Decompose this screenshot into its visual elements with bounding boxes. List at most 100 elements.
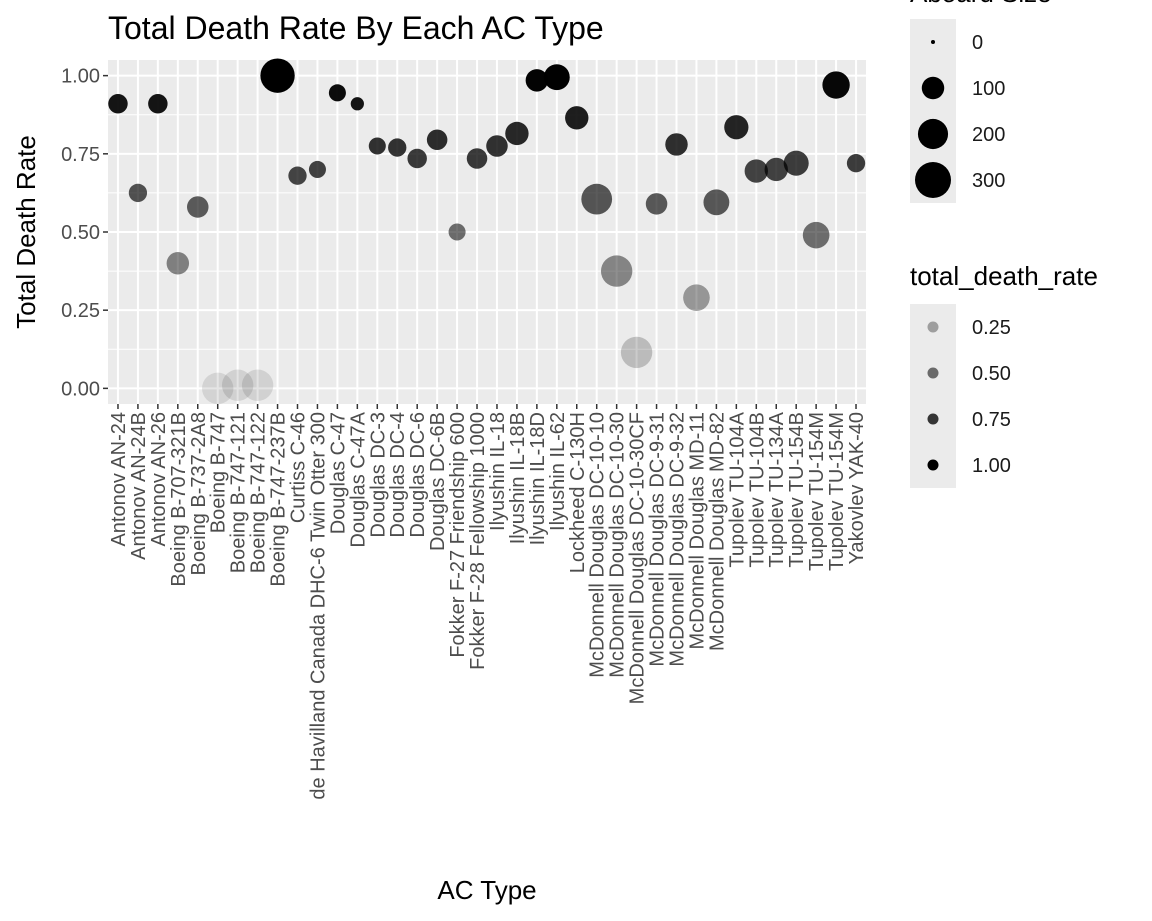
- y-tick-label: 0.75: [61, 144, 100, 166]
- data-point: [368, 137, 386, 155]
- data-point: [388, 138, 407, 157]
- data-point: [620, 336, 653, 369]
- x-tick-label: Tupolev TU-154M: [806, 412, 828, 571]
- x-tick-label: Boeing B-707-321B: [168, 412, 190, 587]
- x-tick-label: Tupolev TU-104A: [726, 411, 748, 567]
- y-tick-label: 0.00: [61, 378, 100, 400]
- x-tick-label: McDonnell Douglas DC-10-30CF: [627, 412, 649, 704]
- x-tick-label: Douglas DC-6: [407, 412, 429, 538]
- y-axis-title: Total Death Rate: [11, 135, 41, 329]
- x-tick-label: Antonov AN-24: [108, 412, 130, 547]
- data-point: [186, 196, 209, 218]
- x-tick-label: McDonnell Douglas DC-9-32: [667, 412, 689, 667]
- x-tick-label: McDonnell Douglas MD-11: [686, 412, 708, 650]
- x-tick-label: Douglas DC-6B: [427, 412, 449, 551]
- data-point: [148, 94, 168, 114]
- legend-alpha-key: [927, 413, 939, 425]
- x-tick-label: Yakovlev YAK-40: [846, 412, 868, 564]
- data-point: [543, 64, 570, 91]
- data-point: [448, 223, 466, 241]
- y-axis-ticks: 0.00 0.25 0.50 0.75 1.00: [61, 66, 108, 400]
- y-tick-label: 1.00: [61, 66, 100, 88]
- data-point: [846, 154, 866, 173]
- x-tick-label: Boeing B-747: [208, 412, 230, 533]
- data-point: [166, 252, 190, 275]
- chart-title: Total Death Rate By Each AC Type: [108, 10, 604, 46]
- x-tick-label: Boeing B-747-121: [228, 412, 250, 573]
- legend-size-label: 300: [972, 170, 1005, 192]
- x-tick-label: Boeing B-747-237B: [268, 412, 290, 587]
- x-tick-label: Douglas DC-4: [387, 412, 409, 538]
- legend-size-key: [931, 40, 935, 44]
- data-point: [328, 84, 346, 102]
- x-tick-label: de Havilland Canada DHC-6 Twin Otter 300: [307, 412, 329, 800]
- x-axis-title: AC Type: [437, 875, 536, 905]
- legend-total-death-rate: total_death_rate 0.25 0.50 0.75 1.00: [910, 261, 1098, 488]
- legend-alpha-label: 0.25: [972, 317, 1011, 339]
- legend-size-label: 200: [972, 124, 1005, 146]
- data-point: [525, 69, 549, 92]
- x-tick-label: Boeing B-747-122: [248, 412, 270, 573]
- data-point: [260, 58, 295, 93]
- legend-title: total_death_rate: [910, 261, 1098, 291]
- x-tick-label: Fokker F-27 Friendship 600: [447, 412, 469, 658]
- data-point: [505, 121, 529, 146]
- data-point: [703, 189, 730, 216]
- data-point: [645, 193, 668, 215]
- legend-alpha-label: 0.75: [972, 409, 1011, 431]
- x-tick-label: McDonnell Douglas MD-82: [706, 412, 728, 651]
- data-point: [407, 148, 427, 169]
- legend-title: Aboard Size: [910, 0, 1052, 8]
- data-point: [600, 255, 633, 287]
- data-point: [426, 129, 448, 151]
- data-point: [486, 135, 508, 157]
- data-point: [128, 183, 148, 203]
- y-tick-label: 0.50: [61, 222, 100, 244]
- x-tick-label: Douglas DC-3: [367, 412, 389, 538]
- x-tick-label: Ilyushin IL-18D: [527, 412, 549, 545]
- data-point: [221, 369, 254, 401]
- x-tick-label: Antonov AN-26: [148, 412, 170, 547]
- x-tick-label: Ilyushin IL-18: [487, 412, 509, 531]
- x-tick-label: Ilyushin IL-62: [547, 412, 569, 531]
- legend-alpha-key: [927, 459, 939, 471]
- legend-size-key: [921, 76, 945, 100]
- data-point: [764, 157, 788, 182]
- x-tick-label: Tupolev TU-134A: [766, 411, 788, 567]
- data-point: [202, 372, 234, 405]
- legend-size-label: 0: [972, 32, 983, 54]
- data-point: [466, 148, 488, 169]
- grid-lines: [108, 60, 866, 404]
- data-point: [683, 284, 710, 311]
- legend-alpha-label: 0.50: [972, 363, 1011, 385]
- x-tick-label: Boeing B-737-2A8: [188, 412, 210, 575]
- legend-size-key: [915, 162, 951, 198]
- legend-alpha-label: 1.00: [972, 455, 1011, 477]
- data-point: [241, 369, 274, 401]
- data-point: [822, 71, 850, 99]
- data-point: [350, 97, 364, 111]
- x-tick-label: McDonnell Douglas DC-9-31: [647, 412, 669, 667]
- data-points: [108, 58, 866, 405]
- data-point: [665, 133, 688, 156]
- legend-size-label: 100: [972, 78, 1005, 100]
- x-tick-label: Douglas C-47: [327, 412, 349, 534]
- x-tick-label: Fokker F-28 Fellowship 1000: [467, 412, 489, 670]
- x-tick-label: McDonnell Douglas DC-10-10: [587, 412, 609, 678]
- data-point: [308, 160, 326, 178]
- x-tick-label: Ilyushin IL-18B: [507, 412, 529, 544]
- x-tick-label: Antonov AN-24B: [128, 412, 150, 560]
- data-point: [581, 183, 613, 215]
- data-point: [288, 166, 307, 185]
- data-point: [724, 115, 749, 140]
- legend-size-key: [917, 118, 949, 150]
- x-tick-label: Curtiss C-46: [288, 412, 310, 523]
- data-point: [802, 221, 830, 249]
- legend-alpha-key: [927, 321, 939, 333]
- y-tick-label: 0.25: [61, 300, 100, 322]
- x-tick-label: Douglas C-47A: [347, 411, 369, 547]
- data-point: [744, 159, 768, 183]
- x-tick-label: Tupolev TU-154M: [826, 412, 848, 571]
